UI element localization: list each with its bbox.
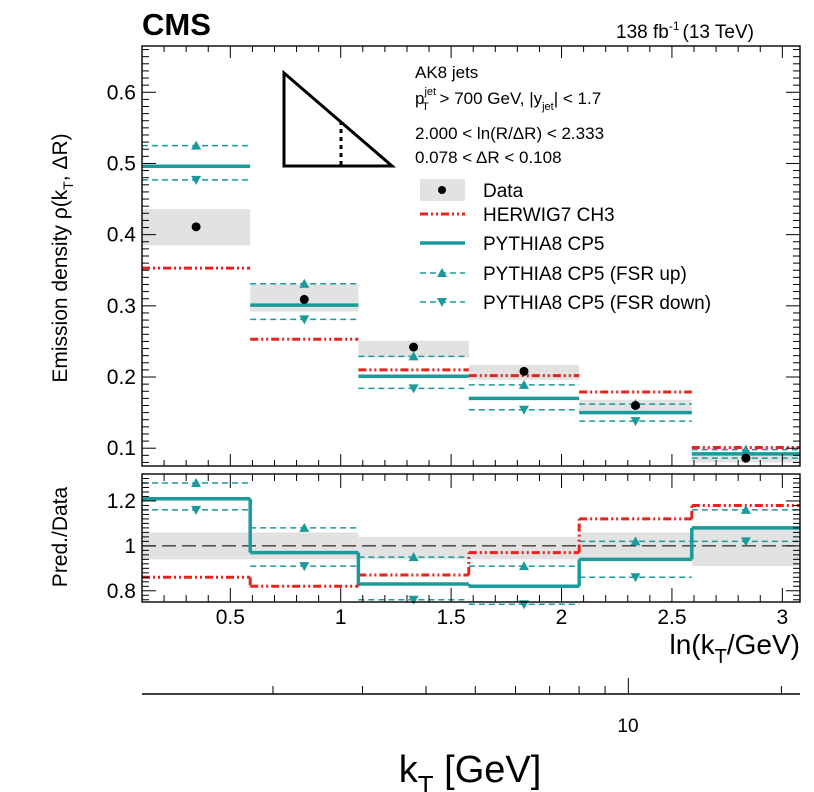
ratio-xtick-label-1: 1	[335, 606, 347, 629]
fsr-up-marker-3	[408, 552, 419, 562]
fsr-up-marker-4	[518, 561, 529, 571]
ratio-xtick-label-3: 3	[776, 606, 788, 629]
ratio-band-bin-3	[358, 536, 469, 560]
main-y-axis-label: Emission density ρ(kT, ΔR)	[49, 133, 76, 382]
legend-bin-dr: 0.078 < ΔR < 0.108	[415, 148, 562, 167]
main-ytick-label-0.6: 0.6	[107, 81, 136, 104]
data-point-5	[631, 400, 640, 410]
legend-label-data: Data	[483, 181, 524, 202]
main-ytick-label-0.1: 0.1	[107, 437, 136, 460]
fsr-down-marker-3	[408, 384, 419, 394]
ratio-ytick-label-1.2: 1.2	[107, 490, 136, 513]
ratio-axis-ticks: 0.8 1 1.2 0.5 1 1.5 2 2.5 3	[107, 473, 800, 629]
fsr-down-marker-2	[299, 315, 310, 325]
legend-fsr-up-marker	[437, 268, 447, 277]
ratio-xtick-label-0.5: 0.5	[216, 606, 245, 629]
fsr-down-marker-5	[630, 417, 641, 427]
legend-data-marker	[438, 186, 446, 194]
legend-label-pythia: PYTHIA8 CP5	[483, 234, 604, 255]
main-ytick-label-0.5: 0.5	[107, 152, 136, 175]
fsr-up-marker-6	[740, 444, 751, 454]
data-uncertainty-bands	[142, 209, 800, 463]
fsr-down-marker-1	[191, 175, 202, 185]
series-fsr-up	[142, 140, 800, 454]
ratio-y-axis-label: Pred./Data	[49, 486, 72, 587]
legend-entry-fsr-up: PYTHIA8 CP5 (FSR up)	[420, 264, 687, 285]
fsr-up-marker-4	[518, 379, 529, 389]
fsr-down-marker-3	[408, 595, 419, 605]
legend-bin-ln: 2.000 < ln(R/ΔR) < 2.333	[415, 124, 604, 143]
kt-axis-label: kT [GeV]	[399, 749, 542, 792]
ratio-frame	[141, 473, 801, 603]
legend: AK8 jets pjet T > 700 GeV, |yjet| < 1.7 2…	[415, 63, 711, 314]
main-ytick-label-0.3: 0.3	[107, 295, 136, 318]
kt-secondary-axis: 10	[142, 678, 800, 737]
ratio-band-bin-4	[468, 536, 580, 560]
fsr-up-marker-1	[191, 477, 202, 487]
legend-cut-label: pjet T > 700 GeV, |yjet| < 1.7	[415, 86, 601, 113]
fsr-down-marker-5	[630, 573, 641, 583]
fsr-down-marker-2	[299, 562, 310, 572]
main-ytick-label-0.2: 0.2	[107, 366, 136, 389]
ratio-ytick-label-1: 1	[124, 535, 136, 558]
legend-entry-data: Data	[420, 179, 524, 202]
data-point-2	[299, 294, 309, 304]
fsr-up-marker-1	[191, 140, 202, 150]
lund-plane-triangle-icon	[282, 69, 397, 168]
main-frame	[141, 45, 801, 467]
legend-entry-herwig: HERWIG7 CH3	[420, 205, 615, 226]
ratio-panel: 0.8 1 1.2 0.5 1 1.5 2 2.5 3	[107, 473, 801, 629]
fsr-up-marker-2	[299, 522, 310, 532]
legend-label-fsr-up: PYTHIA8 CP5 (FSR up)	[483, 264, 687, 285]
legend-fsr-down-marker	[437, 298, 447, 307]
main-ytick-label-0.4: 0.4	[107, 224, 137, 247]
legend-entry-fsr-down: PYTHIA8 CP5 (FSR down)	[420, 293, 711, 314]
legend-jet-label: AK8 jets	[415, 63, 478, 82]
ln-kt-axis-label: ln(kT/GeV)	[670, 629, 800, 668]
fsr-down-marker-4	[518, 405, 529, 415]
main-axis-ticks: 0.1 0.2 0.3 0.4 0.5 0.6	[107, 46, 800, 466]
cms-label: CMS	[142, 7, 211, 42]
kt-axis-ticks	[272, 678, 782, 694]
data-points	[191, 222, 751, 463]
data-point-6	[741, 453, 751, 463]
ratio-series-fsr-up	[142, 477, 800, 571]
ratio-xtick-label-2.5: 2.5	[657, 606, 686, 629]
legend-entry-pythia: PYTHIA8 CP5	[420, 234, 604, 255]
legend-label-herwig: HERWIG7 CH3	[483, 205, 615, 226]
data-point-4	[519, 366, 529, 376]
data-point-1	[191, 222, 201, 232]
luminosity-label: 138 fb-1 (13 TeV)	[616, 19, 754, 43]
ratio-series-pythia	[142, 496, 800, 589]
ratio-ytick-label-0.8: 0.8	[107, 580, 136, 603]
ratio-xtick-label-1.5: 1.5	[437, 606, 466, 629]
fsr-down-marker-1	[191, 505, 202, 515]
fsr-up-marker-3	[408, 351, 419, 361]
ratio-xtick-label-2: 2	[556, 606, 568, 629]
fsr-down-marker-6	[740, 537, 751, 547]
fsr-up-marker-6	[740, 504, 751, 514]
main-panel: 0.1 0.2 0.3 0.4 0.5 0.6	[107, 45, 801, 467]
fsr-up-marker-2	[299, 278, 310, 288]
legend-label-fsr-down: PYTHIA8 CP5 (FSR down)	[483, 293, 711, 314]
kt-tick-label-10: 10	[617, 716, 638, 737]
fsr-up-marker-5	[630, 536, 641, 546]
data-point-3	[409, 342, 419, 352]
